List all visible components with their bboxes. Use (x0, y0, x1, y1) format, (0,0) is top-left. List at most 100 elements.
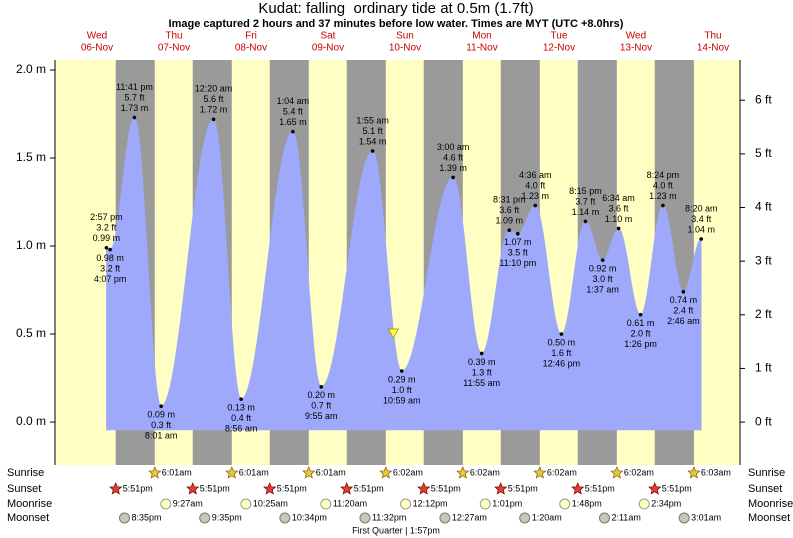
moonrise-time: 11:20am (333, 498, 367, 508)
moonset-time: 9:35pm (212, 512, 242, 522)
tide-area (134, 116, 162, 431)
tide-label: 1:04 am (277, 96, 310, 106)
tide-label: 0.74 m (670, 295, 698, 305)
tide-label: 0.39 m (468, 357, 496, 367)
sunset-time: 5:51pm (200, 483, 230, 493)
x-tick-date: 09-Nov (312, 43, 344, 54)
moonrise-icon (320, 498, 332, 510)
tide-label: 0.4 ft (231, 413, 252, 423)
tide-area (517, 205, 536, 431)
tide-label: 9:55 am (305, 411, 338, 421)
tide-label: 0.09 m (147, 410, 175, 420)
sunrise-icon (610, 466, 624, 479)
tide-label: 2:57 pm (90, 212, 123, 222)
moonset-time: 11:32pm (372, 512, 406, 522)
sunset-icon (417, 482, 431, 495)
tide-label: 2.0 ft (631, 329, 652, 339)
tide-point (638, 312, 643, 317)
row-label: Sunset (7, 483, 41, 495)
tide-point (699, 237, 704, 241)
sunset-time: 5:51pm (123, 483, 153, 493)
moonrise-icon (400, 498, 412, 510)
tide-point (533, 203, 538, 208)
moonset-icon (359, 512, 371, 524)
tide-point (132, 115, 137, 120)
row-label: Moonset (7, 512, 49, 524)
tide-point (616, 226, 621, 231)
sunrise-icon (225, 466, 239, 479)
moonrise-icon (559, 498, 571, 510)
row-label: Moonrise (748, 498, 793, 510)
sunrise-icon (148, 466, 162, 479)
tide-label: 2:46 am (667, 316, 700, 326)
moonset-icon (439, 512, 451, 524)
sunset-icon (263, 482, 277, 495)
sunrise-icon (533, 466, 547, 479)
sunrise-time: 6:01am (239, 467, 269, 477)
tide-label: 3.2 ft (100, 263, 121, 273)
tide-point (479, 351, 484, 356)
tide-point (559, 332, 564, 336)
tide-point (239, 397, 243, 401)
tide-area (160, 118, 214, 431)
tide-label: 0.61 m (627, 318, 655, 328)
tide-label: 0.3 ft (151, 420, 172, 430)
tide-label: 5.1 ft (363, 126, 384, 136)
tide-area (683, 238, 702, 431)
row-label: Sunrise (7, 467, 44, 479)
x-tick-label: Wed (626, 31, 646, 42)
tide-point (211, 117, 216, 122)
tide-label: 1.6 ft (551, 348, 572, 358)
moonrise-time: 1:48pm (572, 498, 602, 508)
moonset-icon (119, 512, 131, 524)
sunset-icon (648, 482, 662, 495)
tide-label: 4.6 ft (443, 152, 464, 162)
tide-label: 1.65 m (279, 117, 307, 127)
tide-area (662, 205, 684, 431)
tide-label: 1.0 ft (392, 385, 413, 395)
tide-label: 6:34 am (602, 193, 635, 203)
tide-label: 1.3 ft (472, 367, 493, 377)
sunset-time: 5:51pm (662, 483, 692, 493)
tide-area (585, 221, 603, 431)
sunset-time: 5:51pm (354, 483, 384, 493)
tide-area (372, 150, 402, 431)
tide-label: 3.0 ft (593, 274, 614, 284)
tide-point (661, 203, 665, 208)
x-tick-label: Thu (704, 31, 721, 42)
tide-label: 11:41 pm (116, 82, 153, 92)
y-tick-label: 1.5 m (16, 150, 46, 164)
tide-label: 11:10 pm (499, 258, 536, 268)
y-tick-label: 0.5 m (16, 326, 46, 340)
tide-label: 3.4 ft (691, 214, 712, 224)
moonset-time: 2:11am (611, 512, 640, 522)
sunset-icon (186, 482, 200, 495)
moonset-time: 12:27am (452, 512, 487, 522)
x-tick-label: Wed (87, 31, 107, 42)
tide-point (108, 247, 112, 252)
tide-label: 3.7 ft (575, 196, 596, 206)
tide-label: 1.14 m (572, 207, 600, 217)
chart-title: Kudat: falling ordinary tide at 0.5m (1.… (258, 0, 533, 17)
tide-area (452, 176, 482, 431)
tide-label: 1.23 m (649, 191, 677, 201)
x-tick-date: 10-Nov (389, 43, 421, 54)
tide-area (292, 130, 322, 431)
tide-point (600, 258, 605, 262)
tide-label: 1.10 m (605, 214, 633, 224)
tide-point (291, 129, 295, 134)
tide-label: 3.6 ft (609, 203, 630, 213)
row-label: Moonset (748, 512, 790, 524)
x-tick-date: 14-Nov (697, 43, 729, 54)
tide-label: 4.0 ft (525, 180, 546, 190)
tide-label: 1.23 m (521, 191, 549, 201)
moonrise-icon (240, 498, 252, 510)
sunset-time: 5:51pm (277, 483, 307, 493)
tide-label: 0.20 m (308, 390, 336, 400)
sunrise-time: 6:01am (316, 467, 346, 477)
y2-tick-label: 5 ft (755, 146, 772, 160)
moonrise-time: 1:01pm (492, 498, 522, 508)
moonrise-time: 2:34pm (651, 498, 681, 508)
chart-subtitle: Image captured 2 hours and 37 minutes be… (169, 18, 624, 30)
y2-tick-label: 6 ft (755, 92, 772, 106)
